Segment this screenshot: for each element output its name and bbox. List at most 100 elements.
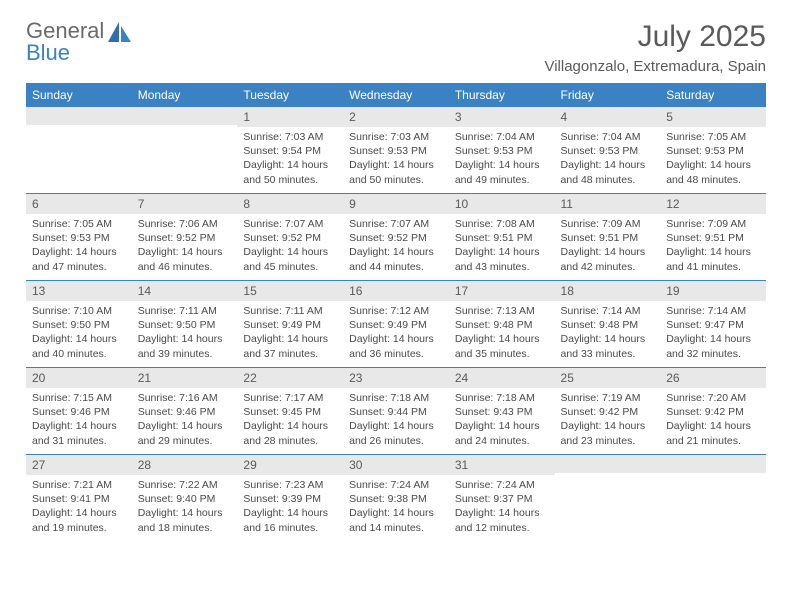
day-content: Sunrise: 7:11 AMSunset: 9:49 PMDaylight:… xyxy=(237,301,343,365)
calendar-day-cell: 15Sunrise: 7:11 AMSunset: 9:49 PMDayligh… xyxy=(237,281,343,368)
day-content: Sunrise: 7:20 AMSunset: 9:42 PMDaylight:… xyxy=(660,388,766,452)
day-content: Sunrise: 7:10 AMSunset: 9:50 PMDaylight:… xyxy=(26,301,132,365)
day-content: Sunrise: 7:22 AMSunset: 9:40 PMDaylight:… xyxy=(132,475,238,539)
day-number: 3 xyxy=(449,107,555,127)
day-number: 5 xyxy=(660,107,766,127)
calendar-day-cell: 9Sunrise: 7:07 AMSunset: 9:52 PMDaylight… xyxy=(343,194,449,281)
calendar-day-cell xyxy=(660,455,766,542)
calendar-day-cell: 19Sunrise: 7:14 AMSunset: 9:47 PMDayligh… xyxy=(660,281,766,368)
day-number: 12 xyxy=(660,194,766,214)
day-number: 19 xyxy=(660,281,766,301)
day-content: Sunrise: 7:13 AMSunset: 9:48 PMDaylight:… xyxy=(449,301,555,365)
day-number: 18 xyxy=(555,281,661,301)
calendar-day-cell: 10Sunrise: 7:08 AMSunset: 9:51 PMDayligh… xyxy=(449,194,555,281)
day-content: Sunrise: 7:15 AMSunset: 9:46 PMDaylight:… xyxy=(26,388,132,452)
day-content: Sunrise: 7:18 AMSunset: 9:44 PMDaylight:… xyxy=(343,388,449,452)
day-number: 26 xyxy=(660,368,766,388)
calendar-day-cell: 28Sunrise: 7:22 AMSunset: 9:40 PMDayligh… xyxy=(132,455,238,542)
day-number: 14 xyxy=(132,281,238,301)
weekday-header: Tuesday xyxy=(237,83,343,107)
calendar-day-cell: 31Sunrise: 7:24 AMSunset: 9:37 PMDayligh… xyxy=(449,455,555,542)
calendar-day-cell: 3Sunrise: 7:04 AMSunset: 9:53 PMDaylight… xyxy=(449,107,555,194)
calendar-week-row: 27Sunrise: 7:21 AMSunset: 9:41 PMDayligh… xyxy=(26,455,766,542)
calendar-day-cell xyxy=(555,455,661,542)
day-number: 17 xyxy=(449,281,555,301)
day-content: Sunrise: 7:11 AMSunset: 9:50 PMDaylight:… xyxy=(132,301,238,365)
day-content: Sunrise: 7:16 AMSunset: 9:46 PMDaylight:… xyxy=(132,388,238,452)
day-number: 7 xyxy=(132,194,238,214)
day-number: 8 xyxy=(237,194,343,214)
weekday-header: Sunday xyxy=(26,83,132,107)
calendar-day-cell: 26Sunrise: 7:20 AMSunset: 9:42 PMDayligh… xyxy=(660,368,766,455)
calendar-day-cell: 27Sunrise: 7:21 AMSunset: 9:41 PMDayligh… xyxy=(26,455,132,542)
calendar-day-cell: 17Sunrise: 7:13 AMSunset: 9:48 PMDayligh… xyxy=(449,281,555,368)
day-number: 6 xyxy=(26,194,132,214)
calendar-day-cell: 8Sunrise: 7:07 AMSunset: 9:52 PMDaylight… xyxy=(237,194,343,281)
calendar-day-cell xyxy=(132,107,238,194)
day-number: 10 xyxy=(449,194,555,214)
calendar-day-cell: 20Sunrise: 7:15 AMSunset: 9:46 PMDayligh… xyxy=(26,368,132,455)
calendar-day-cell: 22Sunrise: 7:17 AMSunset: 9:45 PMDayligh… xyxy=(237,368,343,455)
calendar-header-row: SundayMondayTuesdayWednesdayThursdayFrid… xyxy=(26,83,766,107)
day-content: Sunrise: 7:05 AMSunset: 9:53 PMDaylight:… xyxy=(26,214,132,278)
weekday-header: Thursday xyxy=(449,83,555,107)
day-number: 31 xyxy=(449,455,555,475)
logo-text: General Blue xyxy=(26,20,104,64)
calendar-day-cell: 23Sunrise: 7:18 AMSunset: 9:44 PMDayligh… xyxy=(343,368,449,455)
day-number: 11 xyxy=(555,194,661,214)
day-content: Sunrise: 7:23 AMSunset: 9:39 PMDaylight:… xyxy=(237,475,343,539)
logo-line2: Blue xyxy=(26,40,70,65)
day-content: Sunrise: 7:06 AMSunset: 9:52 PMDaylight:… xyxy=(132,214,238,278)
calendar-day-cell: 4Sunrise: 7:04 AMSunset: 9:53 PMDaylight… xyxy=(555,107,661,194)
day-number: 13 xyxy=(26,281,132,301)
calendar-day-cell: 29Sunrise: 7:23 AMSunset: 9:39 PMDayligh… xyxy=(237,455,343,542)
day-content: Sunrise: 7:14 AMSunset: 9:48 PMDaylight:… xyxy=(555,301,661,365)
day-content: Sunrise: 7:24 AMSunset: 9:37 PMDaylight:… xyxy=(449,475,555,539)
calendar-day-cell: 30Sunrise: 7:24 AMSunset: 9:38 PMDayligh… xyxy=(343,455,449,542)
calendar-day-cell: 12Sunrise: 7:09 AMSunset: 9:51 PMDayligh… xyxy=(660,194,766,281)
day-content: Sunrise: 7:07 AMSunset: 9:52 PMDaylight:… xyxy=(343,214,449,278)
day-content: Sunrise: 7:12 AMSunset: 9:49 PMDaylight:… xyxy=(343,301,449,365)
day-content: Sunrise: 7:14 AMSunset: 9:47 PMDaylight:… xyxy=(660,301,766,365)
day-number: 1 xyxy=(237,107,343,127)
day-number: 27 xyxy=(26,455,132,475)
day-number: 22 xyxy=(237,368,343,388)
day-number xyxy=(660,455,766,473)
day-content: Sunrise: 7:04 AMSunset: 9:53 PMDaylight:… xyxy=(555,127,661,191)
month-title: July 2025 xyxy=(544,20,766,54)
weekday-header: Wednesday xyxy=(343,83,449,107)
header: General Blue July 2025 Villagonzalo, Ext… xyxy=(26,20,766,75)
calendar-day-cell: 2Sunrise: 7:03 AMSunset: 9:53 PMDaylight… xyxy=(343,107,449,194)
day-content: Sunrise: 7:17 AMSunset: 9:45 PMDaylight:… xyxy=(237,388,343,452)
day-content: Sunrise: 7:18 AMSunset: 9:43 PMDaylight:… xyxy=(449,388,555,452)
calendar-day-cell: 7Sunrise: 7:06 AMSunset: 9:52 PMDaylight… xyxy=(132,194,238,281)
calendar-day-cell: 13Sunrise: 7:10 AMSunset: 9:50 PMDayligh… xyxy=(26,281,132,368)
calendar-week-row: 1Sunrise: 7:03 AMSunset: 9:54 PMDaylight… xyxy=(26,107,766,194)
calendar-table: SundayMondayTuesdayWednesdayThursdayFrid… xyxy=(26,83,766,541)
calendar-page: General Blue July 2025 Villagonzalo, Ext… xyxy=(0,0,792,561)
day-number: 29 xyxy=(237,455,343,475)
day-number xyxy=(26,107,132,125)
day-number: 24 xyxy=(449,368,555,388)
day-number: 9 xyxy=(343,194,449,214)
calendar-body: 1Sunrise: 7:03 AMSunset: 9:54 PMDaylight… xyxy=(26,107,766,541)
day-content: Sunrise: 7:09 AMSunset: 9:51 PMDaylight:… xyxy=(660,214,766,278)
calendar-day-cell: 1Sunrise: 7:03 AMSunset: 9:54 PMDaylight… xyxy=(237,107,343,194)
calendar-day-cell xyxy=(26,107,132,194)
calendar-week-row: 20Sunrise: 7:15 AMSunset: 9:46 PMDayligh… xyxy=(26,368,766,455)
sail-icon xyxy=(108,22,132,49)
calendar-day-cell: 21Sunrise: 7:16 AMSunset: 9:46 PMDayligh… xyxy=(132,368,238,455)
day-content: Sunrise: 7:09 AMSunset: 9:51 PMDaylight:… xyxy=(555,214,661,278)
weekday-header: Monday xyxy=(132,83,238,107)
day-content: Sunrise: 7:04 AMSunset: 9:53 PMDaylight:… xyxy=(449,127,555,191)
calendar-day-cell: 11Sunrise: 7:09 AMSunset: 9:51 PMDayligh… xyxy=(555,194,661,281)
weekday-header: Friday xyxy=(555,83,661,107)
day-number xyxy=(132,107,238,125)
day-number: 4 xyxy=(555,107,661,127)
calendar-week-row: 13Sunrise: 7:10 AMSunset: 9:50 PMDayligh… xyxy=(26,281,766,368)
day-content: Sunrise: 7:03 AMSunset: 9:53 PMDaylight:… xyxy=(343,127,449,191)
day-content: Sunrise: 7:19 AMSunset: 9:42 PMDaylight:… xyxy=(555,388,661,452)
day-number xyxy=(555,455,661,473)
location-text: Villagonzalo, Extremadura, Spain xyxy=(544,58,766,75)
day-number: 15 xyxy=(237,281,343,301)
